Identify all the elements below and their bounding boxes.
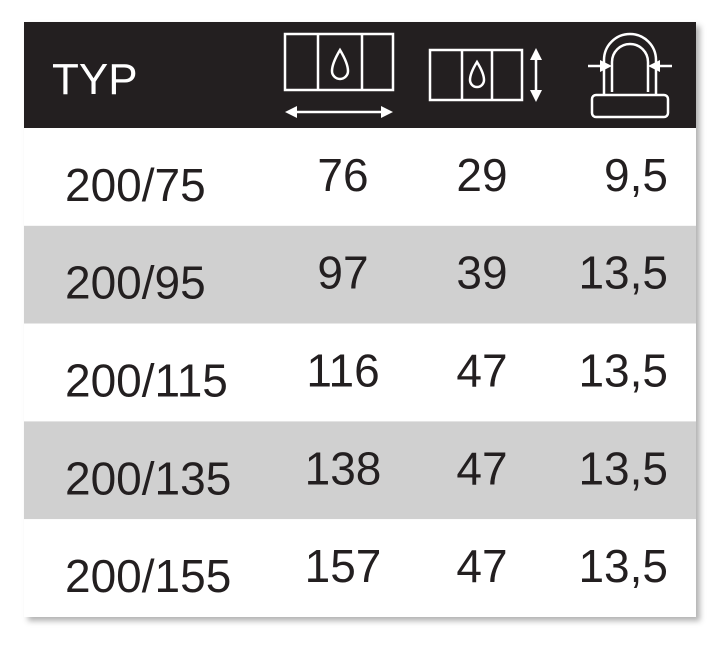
value-cell: 9,5 <box>604 149 668 201</box>
value-cell: 47 <box>456 345 507 397</box>
header-band <box>24 22 696 128</box>
row-band-shaded <box>24 421 696 520</box>
value-cell: 13,5 <box>578 345 668 397</box>
header-title: TYP <box>52 55 138 104</box>
height-icon <box>428 48 542 102</box>
value-cell: 157 <box>305 540 382 592</box>
value-cell: 13,5 <box>578 442 668 494</box>
clamp-icon <box>588 32 672 119</box>
type-cell: 200/95 <box>65 257 206 309</box>
row-band-shaded <box>24 225 696 324</box>
row-band <box>24 128 696 226</box>
value-cell: 29 <box>456 149 507 201</box>
value-cell: 138 <box>305 442 382 494</box>
value-cell: 13,5 <box>578 247 668 299</box>
type-cell: 200/155 <box>65 550 231 602</box>
value-cell: 116 <box>306 345 379 397</box>
value-cell: 97 <box>317 247 368 299</box>
value-cell: 13,5 <box>578 540 668 592</box>
value-cell: 39 <box>456 247 507 299</box>
value-cell: 47 <box>456 442 507 494</box>
type-cell: 200/115 <box>65 355 228 407</box>
row-band <box>24 323 696 422</box>
table-body: 200/75 76 29 9,5 200/95 97 39 13,5 200/115 116 47 1… <box>24 128 696 617</box>
value-cell: 76 <box>317 149 368 201</box>
length-icon <box>283 32 395 118</box>
type-cell: 200/135 <box>65 452 231 504</box>
row-band <box>24 519 696 617</box>
value-cell: 47 <box>456 540 507 592</box>
type-cell: 200/75 <box>65 159 206 211</box>
